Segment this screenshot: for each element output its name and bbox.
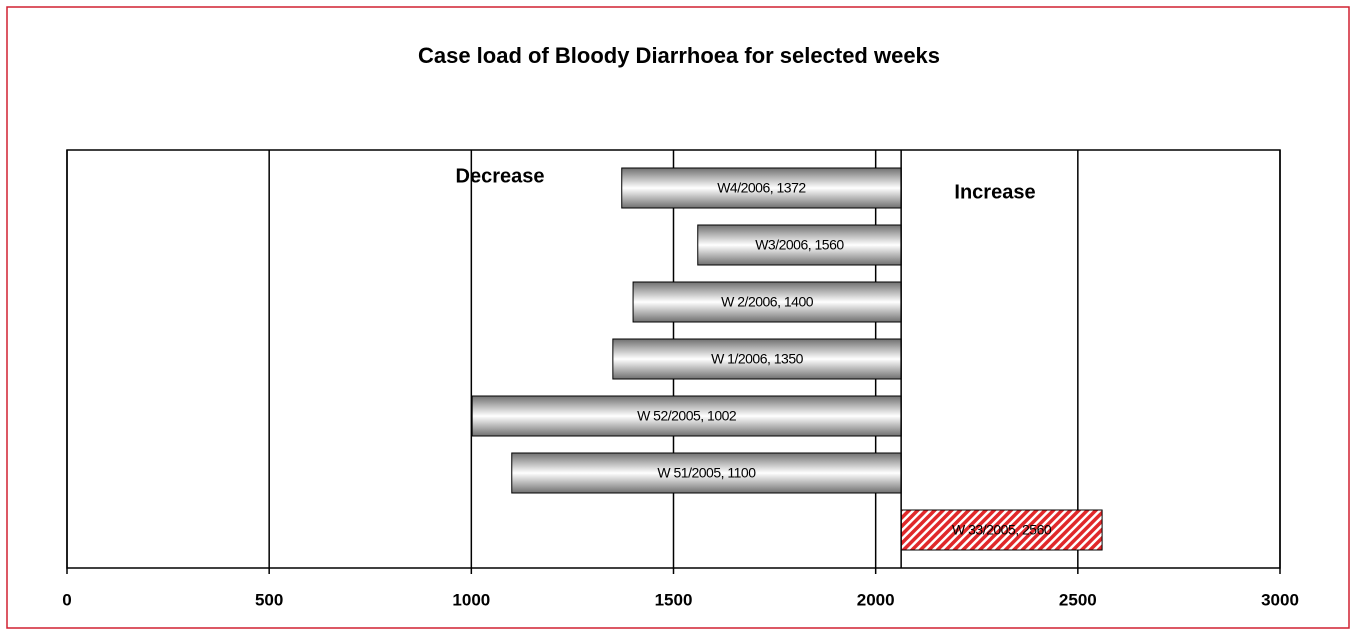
data-label: W 52/2005, 1002 [637,408,737,424]
bar [471,395,902,437]
data-label: W 1/2006, 1350 [711,351,804,367]
x-tick-label: 0 [62,590,71,609]
bar [612,338,902,380]
data-label: W 51/2005, 1100 [657,465,756,481]
x-tick-label: 500 [255,590,283,609]
data-label: W 33/2005, 2560 [952,522,1052,538]
annotation: Increase [954,181,1035,203]
bar [621,167,902,209]
x-tick-label: 2000 [857,590,895,609]
x-tick-label: 1500 [655,590,693,609]
data-label: W3/2006, 1560 [755,237,844,253]
data-label: W 2/2006, 1400 [721,294,814,310]
data-label: W4/2006, 1372 [717,180,806,196]
x-tick-label: 1000 [452,590,490,609]
annotation: Decrease [456,165,545,187]
x-tick-label: 2500 [1059,590,1097,609]
chart-title: Case load of Bloody Diarrhoea for select… [418,43,940,68]
x-tick-label: 3000 [1261,590,1299,609]
bar [511,452,902,494]
bar [900,509,1103,551]
